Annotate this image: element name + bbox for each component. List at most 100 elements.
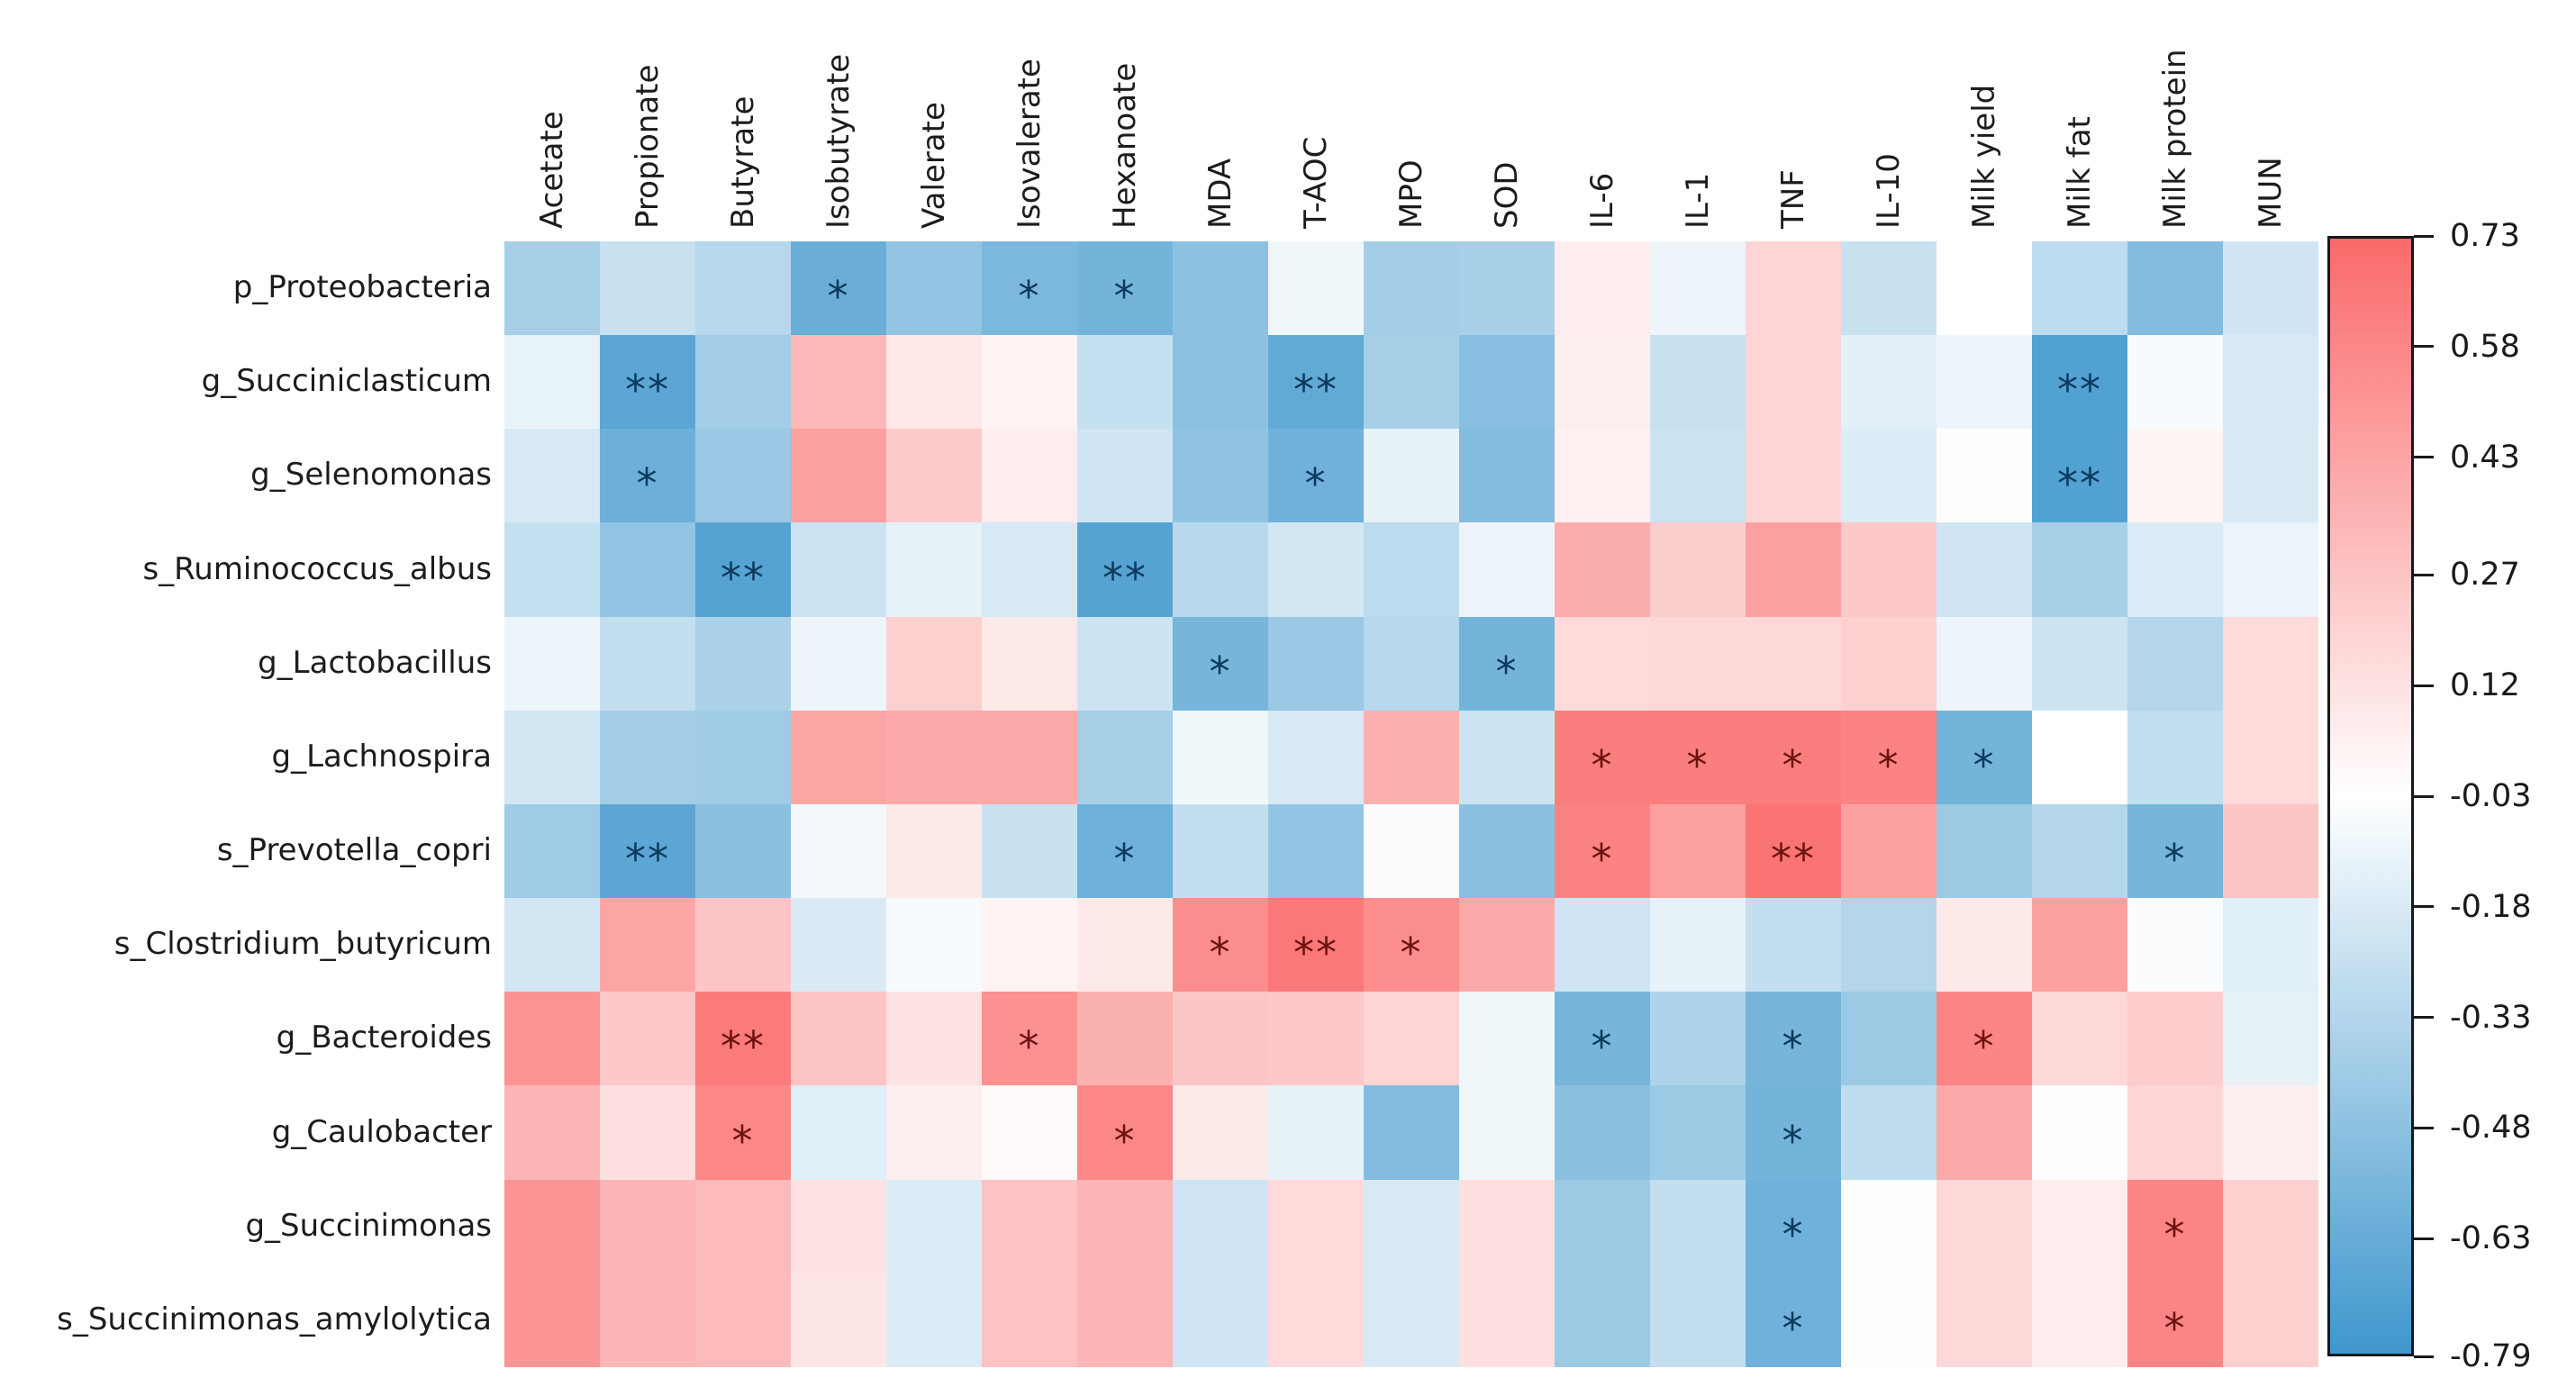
heatmap-cell <box>2127 1085 2223 1180</box>
heatmap-cell <box>1459 992 1555 1086</box>
heatmap-cell <box>1555 335 1650 430</box>
heatmap-cell <box>1364 616 1459 711</box>
heatmap-cell <box>695 241 791 336</box>
column-label: MDA <box>1202 158 1238 229</box>
heatmap-cell <box>1650 522 1746 617</box>
colorbar-tick-label: -0.33 <box>2450 999 2532 1036</box>
colorbar-tick <box>2414 684 2434 687</box>
heatmap-cell <box>504 803 600 899</box>
row-label: g_Bacteroides <box>276 1020 492 1056</box>
heatmap-cell: ** <box>2032 335 2127 430</box>
heatmap-cell <box>1555 522 1650 617</box>
heatmap-cell <box>2223 522 2318 617</box>
colorbar-tick-label: -0.63 <box>2450 1220 2532 1257</box>
significance-stars: * <box>1113 1116 1137 1165</box>
row-label: g_Selenomonas <box>250 457 492 494</box>
significance-stars: * <box>1782 1210 1805 1259</box>
significance-stars: ** <box>625 366 670 415</box>
significance-stars: * <box>1495 647 1519 696</box>
heatmap-cell <box>1173 429 1268 523</box>
heatmap-cell <box>2032 992 2127 1086</box>
row-label: g_Succinimonas <box>245 1207 492 1244</box>
heatmap-cell <box>1841 616 1937 711</box>
heatmap-cell <box>1841 1179 1937 1274</box>
heatmap-cell <box>1746 616 1841 711</box>
heatmap-cell <box>1937 1273 2032 1367</box>
row-label: g_Caulobacter <box>271 1113 492 1150</box>
row-label: s_Prevotella_copri <box>216 832 492 869</box>
heatmap-cell: * <box>1746 1179 1841 1274</box>
heatmap-cell <box>600 1179 695 1274</box>
significance-stars: * <box>1113 272 1137 322</box>
heatmap-cell <box>1841 429 1937 523</box>
heatmap-cell <box>1937 429 2032 523</box>
heatmap-cell <box>982 335 1077 430</box>
heatmap-cell <box>695 1179 791 1274</box>
heatmap-cell <box>2223 1179 2318 1274</box>
colorbar-tick <box>2414 573 2434 576</box>
heatmap-cell <box>1937 1085 2032 1180</box>
heatmap-cell: * <box>1746 1273 1841 1367</box>
heatmap-cell: ** <box>1268 898 1364 993</box>
heatmap-cell: * <box>1077 803 1173 899</box>
heatmap-cell <box>504 335 600 430</box>
heatmap-cell <box>2127 335 2223 430</box>
heatmap-cell <box>1268 1179 1364 1274</box>
significance-stars: * <box>1782 1303 1805 1353</box>
heatmap-cell <box>2223 616 2318 711</box>
heatmap-cell <box>2223 335 2318 430</box>
colorbar-tick <box>2414 1126 2434 1129</box>
heatmap-cell <box>600 241 695 336</box>
heatmap-cell: * <box>600 429 695 523</box>
significance-stars: * <box>636 459 659 509</box>
heatmap-cell <box>2127 898 2223 993</box>
heatmap-cell: * <box>1173 898 1268 993</box>
heatmap-cell <box>1268 710 1364 804</box>
heatmap-cell <box>1268 992 1364 1086</box>
column-label: Propionate <box>630 64 666 229</box>
heatmap-cell <box>1650 898 1746 993</box>
heatmap-cell: * <box>1650 710 1746 804</box>
significance-stars: * <box>1209 647 1232 696</box>
heatmap-cell: ** <box>1746 803 1841 899</box>
heatmap-cell <box>600 616 695 711</box>
colorbar-tick <box>2414 1237 2434 1240</box>
significance-stars: * <box>1304 459 1328 509</box>
significance-stars: ** <box>2057 459 2102 509</box>
heatmap-cell <box>886 616 982 711</box>
heatmap-cell <box>1459 710 1555 804</box>
heatmap-cell <box>2032 803 2127 899</box>
significance-stars: * <box>1591 740 1614 790</box>
significance-stars: * <box>1209 929 1232 978</box>
heatmap-cell <box>504 1273 600 1367</box>
heatmap-cell <box>886 522 982 617</box>
significance-stars: ** <box>2057 366 2102 415</box>
heatmap-cell <box>2223 429 2318 523</box>
heatmap-cell: * <box>1841 710 1937 804</box>
heatmap-cell <box>2223 992 2318 1086</box>
heatmap-cell <box>886 710 982 804</box>
heatmap-cell: * <box>1937 710 2032 804</box>
heatmap-cell <box>1746 241 1841 336</box>
heatmap-cell <box>1937 898 2032 993</box>
heatmap-cell: * <box>1746 710 1841 804</box>
significance-stars: * <box>1591 835 1614 884</box>
heatmap-cell <box>1077 710 1173 804</box>
heatmap-cell <box>1459 241 1555 336</box>
heatmap-cell <box>1268 522 1364 617</box>
heatmap-cell <box>1364 1179 1459 1274</box>
colorbar-tick-label: -0.48 <box>2450 1110 2532 1147</box>
column-label: IL-10 <box>1871 153 1907 229</box>
heatmap-cell: ** <box>600 335 695 430</box>
heatmap-cell: ** <box>695 522 791 617</box>
heatmap-cell <box>886 1273 982 1367</box>
heatmap-cell <box>982 803 1077 899</box>
heatmap-cell <box>1937 241 2032 336</box>
heatmap-cell <box>2223 1085 2318 1180</box>
heatmap-cell <box>1364 710 1459 804</box>
heatmap-cell <box>1459 898 1555 993</box>
heatmap-cell <box>1746 898 1841 993</box>
heatmap-cell: * <box>2127 1179 2223 1274</box>
colorbar-tick <box>2414 905 2434 909</box>
